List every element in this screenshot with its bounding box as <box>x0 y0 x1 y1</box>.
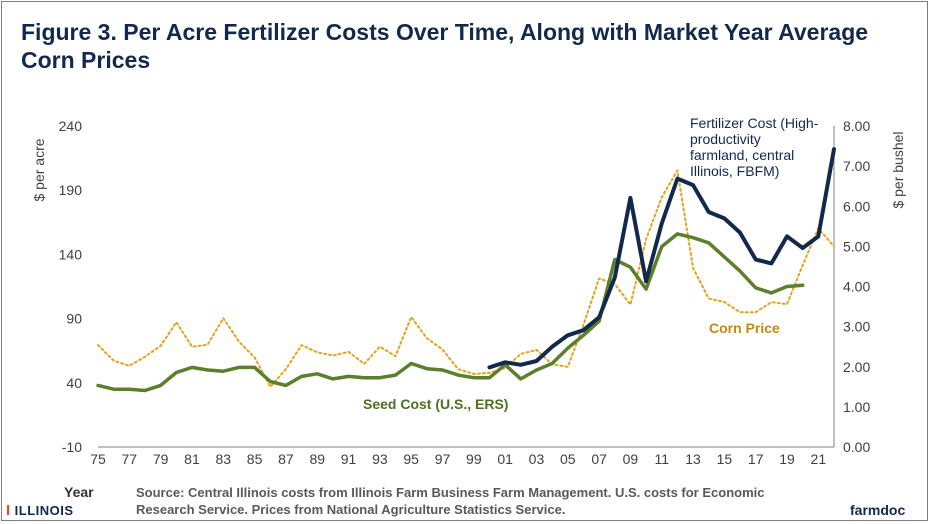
logo-text: ILLINOIS <box>14 503 74 518</box>
x-tick-label: 93 <box>372 451 388 467</box>
x-tick-label: 89 <box>309 451 325 467</box>
x-tick-label: 09 <box>623 451 639 467</box>
x-tick-label: 75 <box>90 451 106 467</box>
chart-title: Figure 3. Per Acre Fertilizer Costs Over… <box>21 19 869 73</box>
illinois-logo: I ILLINOIS <box>6 502 74 519</box>
y2-tick-label: 6.00 <box>843 198 870 214</box>
y-tick-label: 90 <box>66 311 82 327</box>
fertilizer-label-line: Fertilizer Cost (High- <box>690 115 819 131</box>
tick-labels: -10 40 90 140 190 240 0.00 1.00 2.00 3.00 4.00 5.00… <box>59 118 871 467</box>
corn-price-line <box>97 169 835 388</box>
fertilizer-label-line: Illinois, FBFM) <box>690 163 779 179</box>
x-tick-label: 77 <box>122 451 138 467</box>
x-tick-label: 13 <box>685 451 701 467</box>
y2-tick-label: 7.00 <box>843 158 870 174</box>
x-tick-label: 97 <box>435 451 451 467</box>
x-tick-label: 05 <box>560 451 576 467</box>
y-axis-label: $ per acre <box>31 138 47 201</box>
y2-tick-label: 4.00 <box>843 279 870 295</box>
x-tick-label: 81 <box>184 451 200 467</box>
x-tick-label: 01 <box>497 451 513 467</box>
fertilizer-label-line: farmland, central <box>690 147 794 163</box>
x-tick-label: 11 <box>654 451 669 467</box>
x-tick-label: 87 <box>278 451 294 467</box>
fertilizer-cost-annotation: Fertilizer Cost (High-productivity farmla… <box>690 115 819 179</box>
y-tick-label: 190 <box>59 182 83 198</box>
x-tick-label: 99 <box>466 451 482 467</box>
x-tick-label: 07 <box>591 451 607 467</box>
chart-axes <box>98 126 835 448</box>
x-tick-label: 91 <box>341 451 357 467</box>
farmdoc-brand: farmdoc <box>850 502 906 518</box>
x-axis-label: Year <box>64 484 94 500</box>
y-tick-label: 40 <box>66 375 82 391</box>
seed-cost-annotation: Seed Cost (U.S., ERS) <box>363 396 508 412</box>
y2-tick-label: 8.00 <box>843 118 870 134</box>
y2-tick-label: 2.00 <box>843 359 870 375</box>
x-tick-label: 21 <box>811 451 827 467</box>
y2-tick-label: 5.00 <box>843 238 870 254</box>
fertilizer-label-line: productivity <box>690 131 761 147</box>
x-tick-label: 79 <box>153 451 169 467</box>
y-tick-label: -10 <box>62 439 82 455</box>
x-tick-label: 85 <box>247 451 263 467</box>
series-lines <box>96 147 836 393</box>
x-tick-label: 95 <box>403 451 419 467</box>
axis-labels: $ per acre $ per bushel <box>31 131 906 208</box>
x-tick-label: 19 <box>779 451 795 467</box>
y2-axis-label: $ per bushel <box>890 131 906 208</box>
block-i-icon: I <box>6 502 11 519</box>
source-note: Source: Central Illinois costs from Illi… <box>136 485 765 517</box>
seed-cost-line <box>96 232 805 393</box>
x-tick-label: 17 <box>748 451 764 467</box>
corn-price-annotation: Corn Price <box>709 320 780 336</box>
y-tick-label: 240 <box>59 118 83 134</box>
y2-tick-label: 0.00 <box>843 439 870 455</box>
x-tick-label: 03 <box>529 451 545 467</box>
x-tick-label: 15 <box>717 451 733 467</box>
y-tick-label: 140 <box>59 246 83 262</box>
y2-tick-label: 1.00 <box>843 399 870 415</box>
fertilizer-cost-line <box>487 147 836 370</box>
x-tick-label: 83 <box>215 451 231 467</box>
annotations: Fertilizer Cost (High-productivity farmla… <box>363 115 819 412</box>
y2-tick-label: 3.00 <box>843 319 870 335</box>
